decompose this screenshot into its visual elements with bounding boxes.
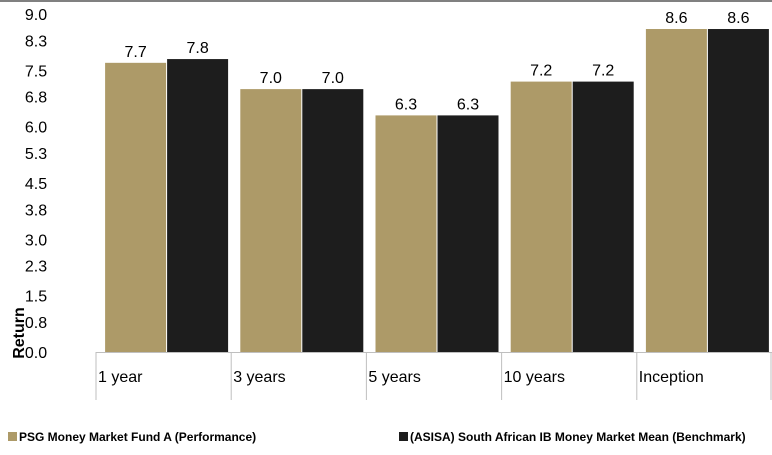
bar-series-2 — [302, 89, 364, 352]
data-label: 8.6 — [665, 10, 687, 27]
x-category-label: 5 years — [368, 369, 420, 386]
x-category-label: 1 year — [98, 369, 143, 386]
data-label: 7.2 — [592, 63, 614, 80]
y-tick-label: 8.3 — [25, 33, 47, 50]
bar-series-2 — [707, 29, 769, 353]
y-tick-label: 4.5 — [25, 176, 47, 193]
y-tick-label: 1.5 — [25, 289, 47, 306]
data-label: 7.0 — [322, 70, 344, 87]
y-tick-label: 3.0 — [25, 232, 47, 249]
bar-series-1 — [510, 81, 572, 352]
data-label: 7.0 — [260, 70, 282, 87]
y-tick-label: 5.3 — [25, 146, 47, 163]
bar-series-1 — [240, 89, 302, 352]
data-label: 6.3 — [457, 96, 479, 113]
bar-series-2 — [437, 115, 499, 353]
y-tick-label: 6.8 — [25, 90, 47, 107]
y-tick-label: 9.0 — [25, 7, 47, 24]
data-label: 8.6 — [727, 10, 749, 27]
data-label: 7.8 — [186, 40, 208, 57]
y-tick-label: 7.5 — [25, 63, 47, 80]
y-tick-label: 6.0 — [25, 120, 47, 137]
data-label: 7.7 — [124, 44, 146, 61]
y-tick-label: 0.0 — [25, 345, 47, 362]
y-tick-label: 3.8 — [25, 202, 47, 219]
x-category-label: Inception — [639, 369, 704, 386]
bar-series-1 — [645, 29, 707, 353]
legend-label-1: PSG Money Market Fund A (Performance) — [19, 430, 256, 444]
data-label: 6.3 — [395, 96, 417, 113]
legend-swatch-2 — [399, 432, 408, 441]
legend-swatch-1 — [8, 432, 17, 441]
bar-series-2 — [167, 59, 229, 353]
bar-series-1 — [105, 62, 167, 352]
data-label: 7.2 — [530, 63, 552, 80]
y-tick-label: 2.3 — [25, 259, 47, 276]
y-tick-label: 0.8 — [25, 315, 47, 332]
bar-series-1 — [375, 115, 437, 353]
bar-series-2 — [572, 81, 634, 352]
x-category-label: 10 years — [504, 369, 565, 386]
x-category-label: 3 years — [233, 369, 285, 386]
legend-label-2: (ASISA) South African IB Money Market Me… — [410, 430, 746, 444]
y-axis-title: Return — [11, 307, 28, 359]
